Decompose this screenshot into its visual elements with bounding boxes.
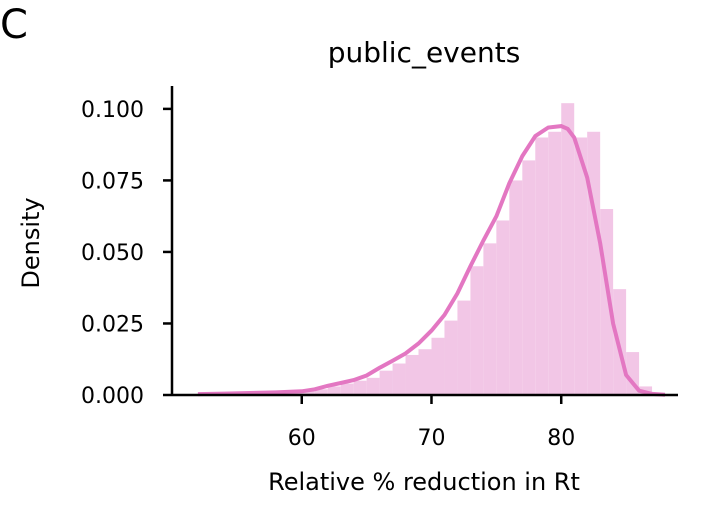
histogram-bar — [522, 160, 536, 395]
y-tick-label: 0.100 — [81, 98, 144, 123]
x-ticks: 60 70 80 — [288, 395, 575, 451]
histogram-bar — [496, 220, 510, 395]
histogram-bar — [587, 131, 601, 395]
y-ticks: 0.000 0.025 0.050 0.075 0.100 — [81, 98, 172, 409]
y-tick-label: 0.025 — [81, 312, 144, 337]
histogram-bar — [535, 137, 549, 395]
histogram-bar — [327, 386, 341, 395]
histogram-bar — [379, 370, 393, 395]
x-tick-label: 70 — [417, 426, 445, 451]
x-tick-label: 80 — [547, 426, 575, 451]
y-tick-label: 0.050 — [81, 241, 144, 266]
histogram-bar — [392, 363, 406, 395]
y-axis-title: Density — [17, 197, 45, 288]
histogram-bar — [405, 354, 419, 395]
histogram-bar — [431, 337, 445, 395]
y-tick-label: 0.075 — [81, 169, 144, 194]
histogram-bars — [197, 103, 653, 396]
panel-label: C — [0, 2, 28, 48]
x-axis-title: Relative % reduction in Rt — [268, 468, 580, 496]
histogram-bar — [548, 131, 562, 395]
histogram-bar — [561, 103, 575, 396]
histogram-bar — [340, 383, 354, 395]
histogram-bar — [457, 300, 471, 395]
histogram-bar — [509, 180, 523, 395]
chart-title: public_events — [328, 36, 521, 69]
y-tick-label: 0.000 — [81, 384, 144, 409]
x-tick-label: 60 — [288, 426, 316, 451]
histogram-bar — [366, 377, 380, 395]
histogram-bar — [418, 349, 432, 395]
histogram-bar — [301, 390, 315, 395]
histogram-bar — [470, 266, 484, 395]
histogram-bar — [444, 320, 458, 395]
histogram-bar — [574, 137, 588, 395]
histogram-bar — [353, 380, 367, 395]
histogram-bar — [314, 389, 328, 395]
kde-curve — [197, 124, 666, 397]
histogram-bar — [483, 243, 497, 395]
